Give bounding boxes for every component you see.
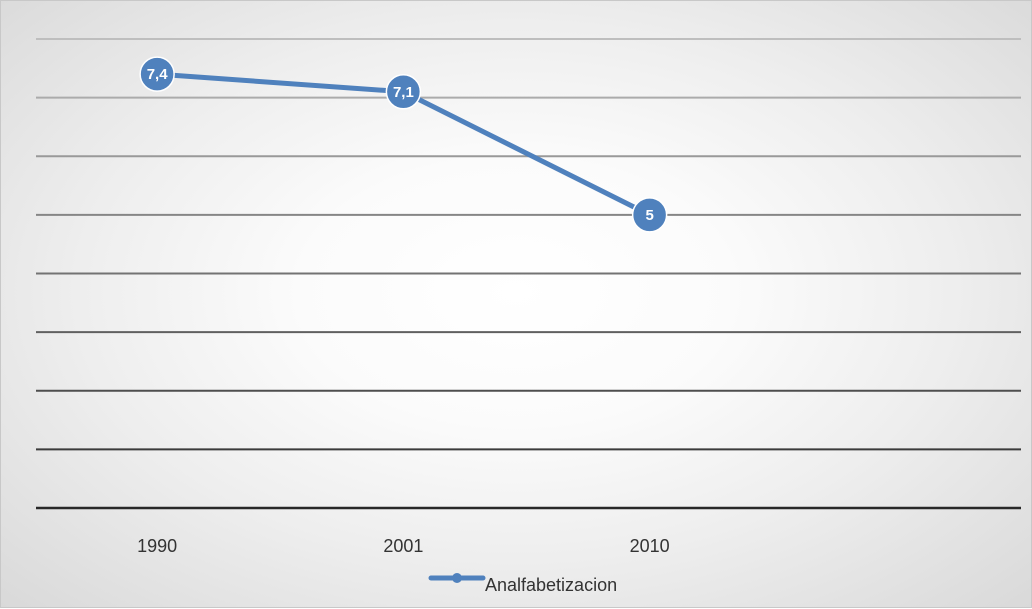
data-point [139, 56, 175, 92]
data-label: 7,4 [147, 66, 169, 83]
series-layer: 7,4 7,1 5 [139, 56, 668, 233]
legend: Analfabetizacion [428, 573, 617, 595]
x-tick-label: 2010 [630, 536, 670, 556]
data-label: 7,1 [393, 84, 414, 101]
data-point [631, 197, 668, 233]
x-tick-label: 2001 [383, 536, 423, 556]
legend-label: Analfabetizacion [485, 575, 617, 595]
x-axis-tick-labels: 1990 2001 2010 [137, 536, 670, 556]
data-label: 5 [645, 207, 653, 224]
x-tick-label: 1990 [137, 536, 177, 556]
data-point [385, 74, 422, 110]
gridlines [36, 38, 1021, 510]
legend-marker [452, 573, 462, 583]
